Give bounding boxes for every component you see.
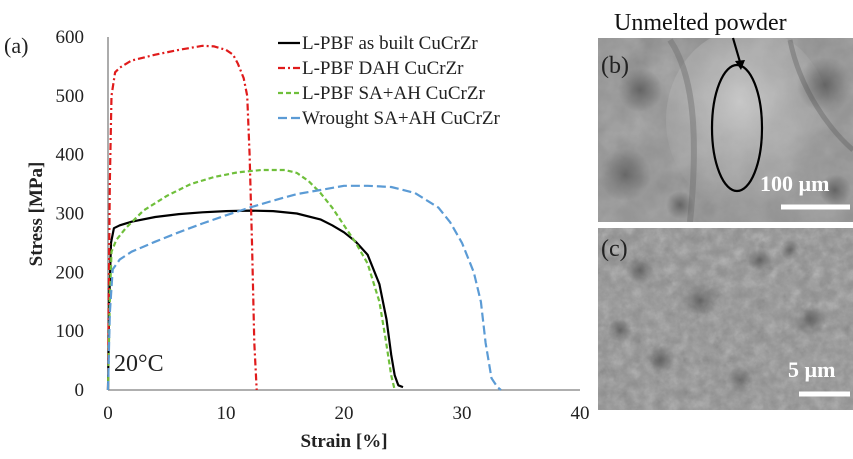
legend-label-4: Wrought SA+AH CuCrZr — [302, 108, 501, 129]
y-tick-label: 500 — [56, 86, 85, 107]
panel-c-label: (c) — [601, 236, 628, 262]
series-line-2 — [106, 44, 258, 391]
y-axis-title: Stress [MPa] — [26, 162, 47, 267]
y-tick-label: 600 — [56, 27, 85, 48]
y-tick-label: 200 — [56, 262, 85, 283]
x-tick-label: 10 — [217, 403, 236, 424]
legend-label-3: L-PBF SA+AH CuCrZr — [302, 83, 485, 104]
legend-label-1: L-PBF as built CuCrZr — [302, 33, 478, 54]
x-axis-title: Strain [%] — [300, 431, 387, 452]
y-tick-label: 400 — [56, 145, 85, 166]
y-tick-labels: 0 100 200 300 400 500 600 — [56, 27, 85, 401]
scale-bar-c-label: 5 µm — [788, 357, 836, 382]
panel-a-label: (a) — [4, 33, 28, 58]
y-tick-label: 300 — [56, 204, 85, 225]
x-tick-label: 40 — [571, 403, 590, 424]
panel-b-label: (b) — [601, 53, 629, 79]
micrograph-b: (b) 100 µm — [598, 37, 853, 222]
series-line-3 — [106, 168, 396, 391]
x-tick-label: 20 — [335, 403, 354, 424]
legend: L-PBF as built CuCrZr L-PBF DAH CuCrZr L-P… — [278, 33, 501, 129]
x-tick-label: 30 — [453, 403, 472, 424]
scale-bar-b-label: 100 µm — [760, 171, 830, 196]
temperature-label: 20°C — [114, 351, 164, 377]
unmelted-powder-outline — [710, 63, 764, 193]
series-line-1 — [106, 209, 404, 391]
annotation-arrow — [731, 37, 742, 63]
x-tick-labels: 0 10 20 30 40 — [103, 403, 589, 424]
y-tick-label: 100 — [56, 321, 85, 342]
series-layer — [106, 44, 502, 391]
unmelted-powder-annotation: Unmelted powder — [614, 10, 787, 36]
y-tick-label: 0 — [75, 380, 85, 401]
micrograph-c: (c) 5 µm — [598, 228, 853, 410]
x-tick-label: 0 — [103, 403, 113, 424]
legend-label-2: L-PBF DAH CuCrZr — [302, 58, 464, 79]
arrow-head-icon — [735, 60, 745, 70]
series-line-4 — [106, 184, 502, 391]
